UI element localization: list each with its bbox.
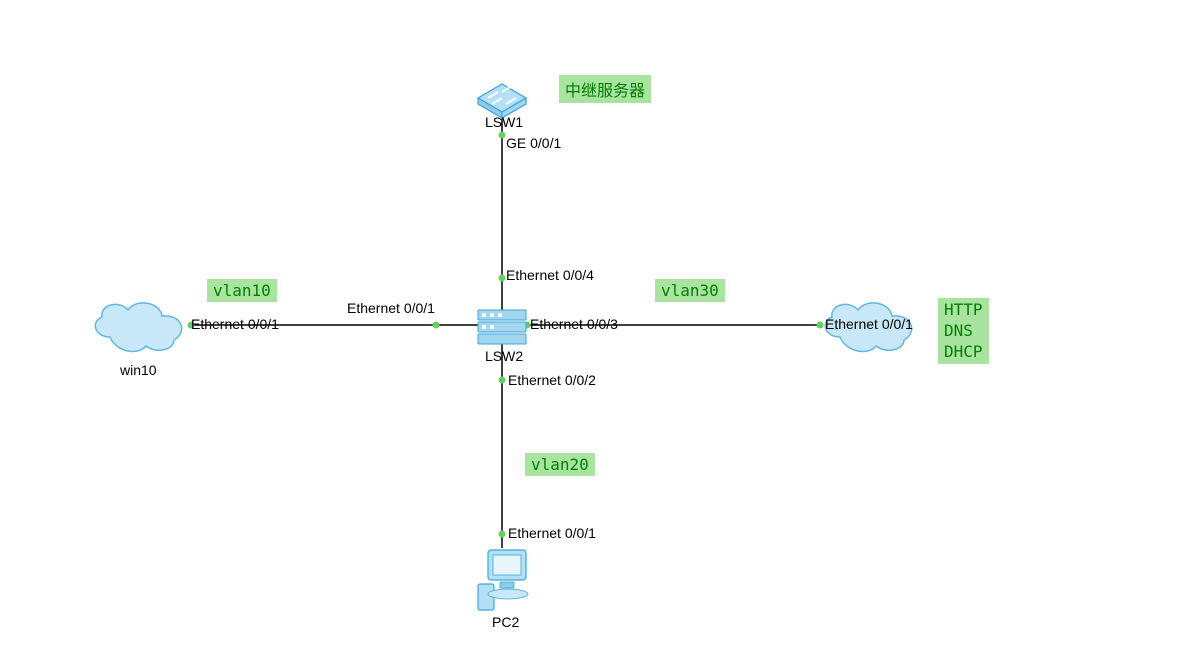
label-services: HTTP DNS DHCP (938, 298, 989, 364)
port-dot (817, 322, 824, 329)
port-label-e003: Ethernet 0/0/3 (530, 316, 618, 332)
port-dot (499, 132, 506, 139)
pc-icon-pc2 (478, 550, 528, 610)
port-label-pc2-e001: Ethernet 0/0/1 (508, 525, 596, 541)
cloud-icon-win10 (95, 303, 181, 352)
port-label-e004: Ethernet 0/0/4 (506, 267, 594, 283)
port-label-ge001: GE 0/0/1 (506, 135, 561, 151)
label-vlan20: vlan20 (525, 453, 595, 476)
port-label-win10-e001: Ethernet 0/0/1 (191, 316, 279, 332)
device-label-lsw2: LSW2 (485, 348, 523, 364)
port-dot (499, 377, 506, 384)
label-vlan30: vlan30 (655, 279, 725, 302)
port-label-e001-lsw2: Ethernet 0/0/1 (347, 300, 435, 316)
port-dot (433, 322, 440, 329)
diagram-canvas: 中继服务器 vlan10 vlan30 vlan20 HTTP DNS DHCP… (0, 0, 1201, 661)
label-vlan10: vlan10 (207, 279, 277, 302)
device-label-pc2: PC2 (492, 614, 519, 630)
port-dot (499, 531, 506, 538)
device-label-win10: win10 (120, 362, 157, 378)
device-label-lsw1: LSW1 (485, 114, 523, 130)
port-label-e002: Ethernet 0/0/2 (508, 372, 596, 388)
switch-icon-lsw2 (478, 310, 526, 344)
port-label-srv-e001: Ethernet 0/0/1 (825, 316, 913, 332)
switch-icon-lsw1 (478, 84, 526, 118)
label-relay-server: 中继服务器 (559, 75, 651, 103)
port-dot (499, 275, 506, 282)
